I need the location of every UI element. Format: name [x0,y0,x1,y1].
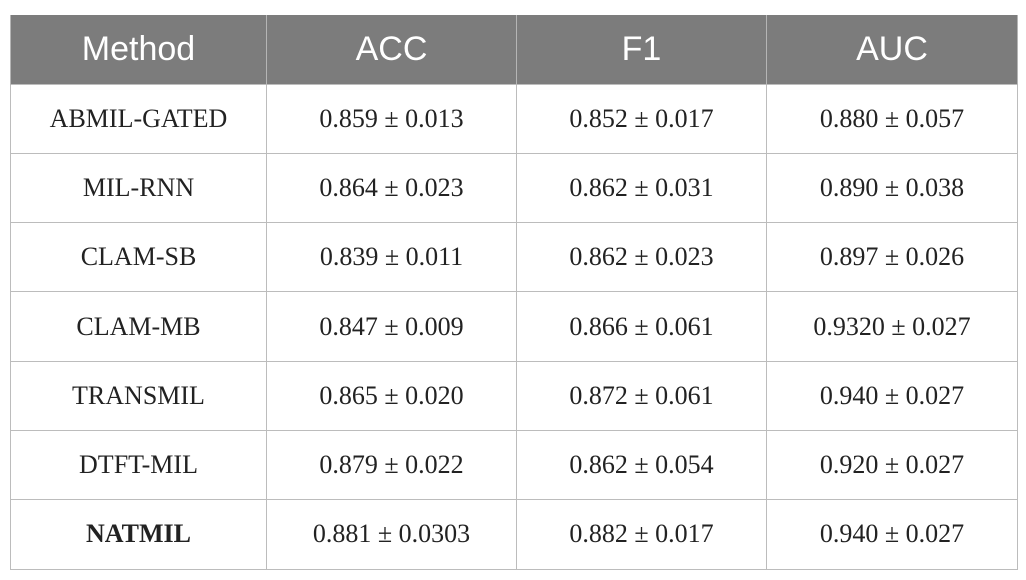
cell-acc: 0.839 ± 0.011 [266,222,517,293]
table-row: MIL-RNN 0.864 ± 0.023 0.862 ± 0.031 0.89… [10,152,1018,224]
cell-f1: 0.872 ± 0.061 [516,360,767,431]
cell-f1: 0.866 ± 0.061 [516,291,767,362]
cell-f1: 0.852 ± 0.017 [516,83,767,154]
table-row: ABMIL-GATED 0.859 ± 0.013 0.852 ± 0.017 … [10,83,1018,154]
header-f1: F1 [516,15,767,84]
cell-auc: 0.897 ± 0.026 [766,222,1018,293]
header-method: Method [10,15,267,84]
cell-auc: 0.890 ± 0.038 [766,152,1018,224]
table-row: CLAM-MB 0.847 ± 0.009 0.866 ± 0.061 0.93… [10,291,1018,362]
cell-f1: 0.882 ± 0.017 [516,499,767,570]
cell-acc: 0.847 ± 0.009 [266,291,517,362]
cell-f1: 0.862 ± 0.023 [516,222,767,293]
cell-method: DTFT-MIL [10,429,267,501]
cell-method: CLAM-SB [10,222,267,293]
cell-auc: 0.920 ± 0.027 [766,429,1018,501]
cell-method: TRANSMIL [10,360,267,431]
table-row: CLAM-SB 0.839 ± 0.011 0.862 ± 0.023 0.89… [10,222,1018,293]
table-body: ABMIL-GATED 0.859 ± 0.013 0.852 ± 0.017 … [10,83,1018,570]
cell-acc: 0.881 ± 0.0303 [266,499,517,570]
header-auc: AUC [766,15,1018,84]
cell-auc: 0.9320 ± 0.027 [766,291,1018,362]
table-row: NATMIL 0.881 ± 0.0303 0.882 ± 0.017 0.94… [10,499,1018,570]
cell-f1: 0.862 ± 0.031 [516,152,767,224]
cell-f1: 0.862 ± 0.054 [516,429,767,501]
cell-auc: 0.940 ± 0.027 [766,360,1018,431]
cell-acc: 0.879 ± 0.022 [266,429,517,501]
cell-acc: 0.865 ± 0.020 [266,360,517,431]
cell-method: CLAM-MB [10,291,267,362]
cell-method: ABMIL-GATED [10,83,267,154]
header-row: Method ACC F1 AUC [10,15,1018,84]
cell-auc: 0.880 ± 0.057 [766,83,1018,154]
cell-method: NATMIL [10,499,267,570]
table-header: Method ACC F1 AUC [10,15,1018,84]
cell-acc: 0.859 ± 0.013 [266,83,517,154]
cell-acc: 0.864 ± 0.023 [266,152,517,224]
header-acc: ACC [266,15,517,84]
cell-method: MIL-RNN [10,152,267,224]
table-row: TRANSMIL 0.865 ± 0.020 0.872 ± 0.061 0.9… [10,360,1018,431]
table-row: DTFT-MIL 0.879 ± 0.022 0.862 ± 0.054 0.9… [10,429,1018,501]
results-table: Method ACC F1 AUC ABMIL-GATED 0.859 ± 0.… [10,15,1018,570]
cell-auc: 0.940 ± 0.027 [766,499,1018,570]
